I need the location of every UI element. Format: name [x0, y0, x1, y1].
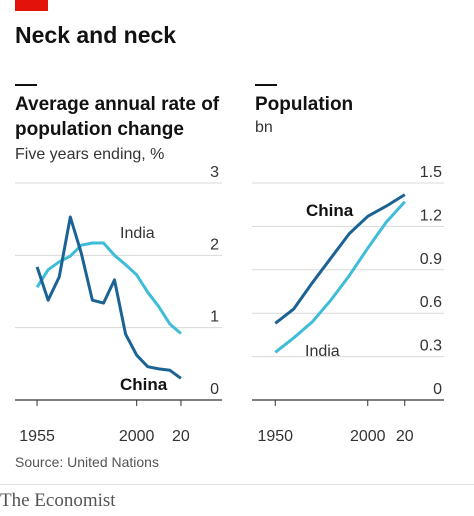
x-tick-label: 2000	[350, 428, 386, 445]
chart-title: Population	[255, 94, 354, 115]
rule	[15, 84, 37, 86]
y-tick-label: 1.5	[420, 164, 442, 181]
brand-bar	[15, 0, 48, 11]
y-tick-label: 0.6	[420, 294, 442, 311]
y-tick-label: 3	[210, 164, 219, 181]
series-label: China	[120, 375, 168, 394]
series-label: India	[305, 343, 340, 360]
line-series	[35, 215, 182, 380]
y-tick-label: 0.9	[420, 251, 442, 268]
y-tick-label: 0	[433, 381, 442, 398]
x-tick-label: 2000	[119, 428, 155, 445]
brand: The Economist	[0, 490, 116, 511]
line-series	[274, 200, 406, 354]
series-label: India	[120, 225, 155, 242]
y-tick-label: 1	[210, 309, 219, 326]
page-title: Neck and neck	[15, 22, 177, 48]
separator	[0, 484, 474, 485]
y-tick-label: 1.2	[420, 207, 442, 224]
x-tick-label: 1955	[19, 428, 55, 445]
y-tick-label: 0	[210, 381, 219, 398]
x-tick-label: 1950	[257, 428, 293, 445]
chart-subtitle: bn	[255, 119, 273, 136]
source: Source: United Nations	[15, 454, 159, 470]
y-tick-label: 0.3	[420, 338, 442, 355]
y-tick-label: 2	[210, 236, 219, 253]
series-label: China	[306, 201, 354, 220]
line-series	[274, 193, 406, 325]
x-tick-label: 20	[172, 428, 190, 445]
chart-subtitle: Five years ending, %	[15, 146, 165, 163]
chart-title: Average annual rate of population change	[15, 94, 220, 140]
rule	[255, 84, 277, 86]
x-tick-label: 20	[396, 428, 414, 445]
